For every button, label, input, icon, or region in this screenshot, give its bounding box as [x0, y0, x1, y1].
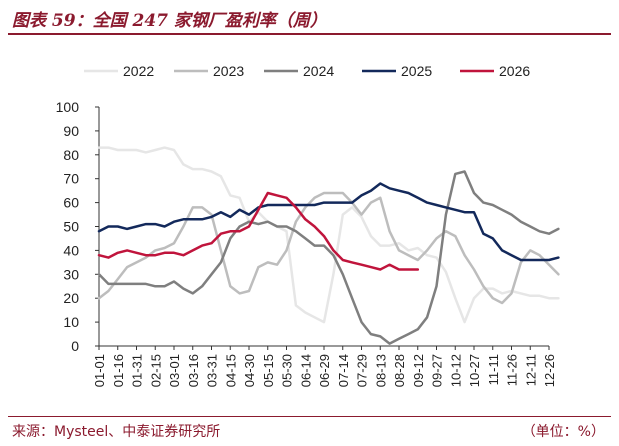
- y-tick-label: 10: [63, 314, 79, 330]
- x-tick-label: 11-26: [505, 354, 520, 386]
- x-tick-label: 01-31: [130, 354, 145, 387]
- y-tick-label: 70: [63, 171, 79, 187]
- x-tick-label: 07-14: [336, 354, 351, 387]
- x-tick-label: 09-27: [430, 354, 445, 387]
- x-tick-label: 12-11: [523, 354, 538, 386]
- y-tick-label: 60: [63, 195, 79, 211]
- legend-label-2024: 2024: [303, 63, 334, 79]
- y-tick-label: 90: [63, 123, 79, 139]
- x-tick-label: 08-28: [392, 354, 407, 387]
- axes: 0 10 20 30 40 50 60 70 80 90 100 01-01 01-16 01-31 02-…: [56, 99, 557, 387]
- x-tick-label: 03-01: [167, 354, 182, 387]
- series-line-2026: [97, 191, 420, 271]
- series-line-2024: [97, 170, 560, 345]
- x-tick-label: 03-16: [186, 354, 201, 387]
- x-tick-label: 06-29: [317, 354, 332, 387]
- x-tick-label: 10-27: [467, 354, 482, 387]
- x-tick-label: 09-12: [411, 354, 426, 387]
- x-tick-label: 04-30: [242, 354, 257, 387]
- source-note: 来源：Mysteel、中泰证券研究所: [12, 424, 221, 440]
- x-tick-label: 03-31: [205, 354, 220, 387]
- x-tick-label: 07-29: [355, 354, 370, 387]
- series-lines: [97, 146, 560, 345]
- x-tick-label: 02-15: [148, 354, 163, 387]
- legend: 2022 2023 2024 2025 2026: [84, 63, 530, 79]
- series-line-2025: [97, 182, 560, 262]
- legend-label-2023: 2023: [213, 63, 244, 79]
- legend-label-2025: 2025: [401, 63, 432, 79]
- x-tick-label: 05-30: [280, 354, 295, 387]
- y-tick-label: 40: [63, 242, 79, 258]
- legend-label-2026: 2026: [499, 63, 530, 79]
- x-tick-label: 01-01: [92, 354, 107, 387]
- y-tick-label: 100: [56, 99, 80, 115]
- x-tick-label: 06-14: [298, 354, 313, 387]
- unit-note: （单位：%）: [521, 424, 605, 440]
- y-tick-label: 30: [63, 266, 79, 282]
- legend-label-2022: 2022: [123, 63, 154, 79]
- x-tick-label: 08-13: [373, 354, 388, 387]
- x-tick-label: 04-15: [223, 354, 238, 387]
- y-tick-label: 50: [63, 219, 79, 235]
- x-tick-label: 11-11: [486, 354, 501, 385]
- y-tick-label: 20: [63, 290, 79, 306]
- chart-title: 图表 59：全国 247 家钢厂盈利率（周）: [12, 11, 327, 31]
- x-tick-label: 12-26: [542, 354, 557, 387]
- y-tick-label: 80: [63, 147, 79, 163]
- x-tick-label: 01-16: [111, 354, 126, 387]
- title-divider: [8, 33, 611, 35]
- series-line-2022: [97, 146, 560, 324]
- x-tick-label: 10-12: [448, 354, 463, 387]
- y-tick-label: 0: [71, 338, 79, 354]
- x-tick-label: 05-15: [261, 354, 276, 387]
- series-line-2023: [97, 191, 560, 305]
- footer-divider: [8, 416, 611, 417]
